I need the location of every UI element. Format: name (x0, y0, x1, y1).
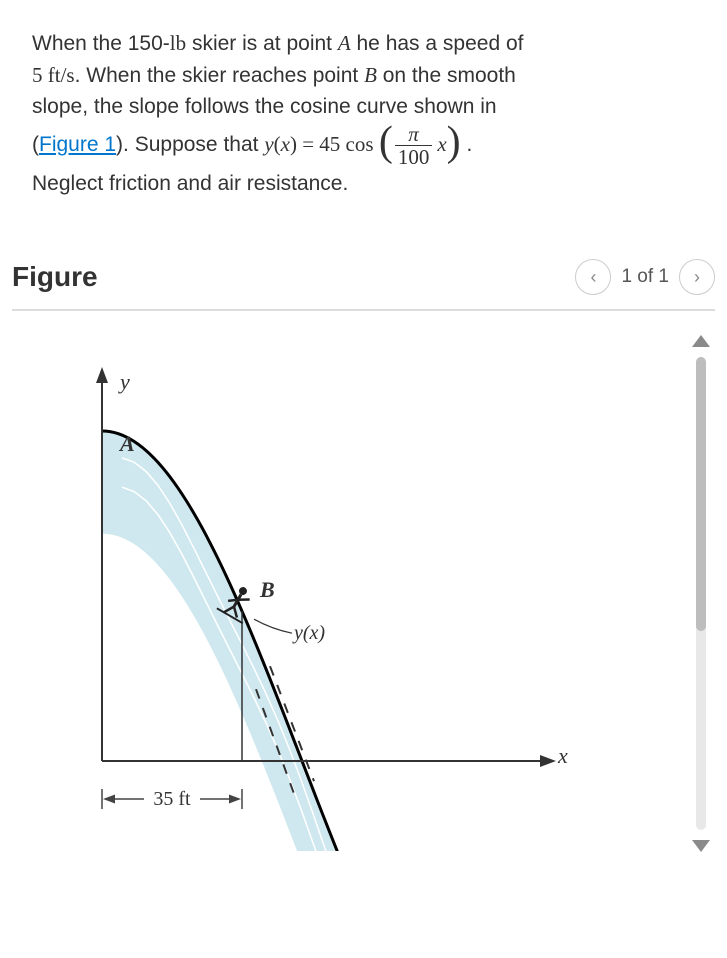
eq-open: ( (274, 132, 281, 156)
value-5: 5 (32, 63, 48, 87)
point-b: B (364, 63, 377, 87)
label-y: y (118, 369, 130, 394)
text: on the smooth (377, 64, 516, 87)
unit-fts: ft/s (48, 63, 75, 87)
text: slope, the slope follows the cosine curv… (32, 95, 497, 118)
scroll-thumb[interactable] (696, 357, 706, 631)
eq-x: x (281, 132, 290, 156)
paren-left: ( (379, 128, 393, 157)
figure-title: Figure (12, 261, 98, 293)
text: . (466, 133, 472, 156)
eq-fraction: ( π 100 x ) (379, 123, 461, 168)
figure-svg: y x A By(x) 35 ft (12, 331, 652, 851)
figure-header: Figure ‹ 1 of 1 › (12, 259, 715, 311)
scrollbar[interactable] (687, 331, 715, 856)
text: . When the skier reaches point (75, 64, 364, 87)
label-35ft: 35 ft (153, 788, 191, 810)
neglect-text: Neglect friction and air resistance. (32, 172, 348, 195)
figure-next-button[interactable]: › (679, 259, 715, 295)
point-a: A (338, 31, 351, 55)
scroll-track[interactable] (696, 357, 706, 830)
paren-right: ) (447, 128, 461, 157)
figure-link[interactable]: Figure 1 (39, 133, 116, 156)
unit-lb: lb (170, 31, 186, 55)
eq-close: ) (290, 132, 297, 156)
text: ( (32, 133, 39, 156)
label-yx: y(x) (292, 622, 325, 644)
label-b: B (259, 577, 275, 602)
problem-statement: When the 150-lb skier is at point A he h… (32, 28, 695, 199)
text: he has a speed of (351, 32, 524, 55)
figure-prev-button[interactable]: ‹ (575, 259, 611, 295)
eq-y: y (264, 132, 273, 156)
frac-den: 100 (395, 146, 433, 168)
label-a: A (118, 431, 135, 456)
figure-nav: ‹ 1 of 1 › (575, 259, 715, 295)
figure-counter: 1 of 1 (621, 266, 669, 288)
text: ). Suppose that (116, 133, 264, 156)
frac-num: π (405, 123, 422, 145)
scroll-up-icon[interactable] (692, 335, 710, 347)
text: When the 150- (32, 32, 170, 55)
text: skier is at point (186, 32, 338, 55)
label-x: x (557, 743, 568, 768)
frac-x: x (437, 129, 446, 161)
figure-canvas: y x A By(x) 35 ft (12, 331, 679, 856)
scroll-down-icon[interactable] (692, 840, 710, 852)
eq-equals: = 45 cos (297, 132, 379, 156)
yx-leader (254, 619, 292, 633)
